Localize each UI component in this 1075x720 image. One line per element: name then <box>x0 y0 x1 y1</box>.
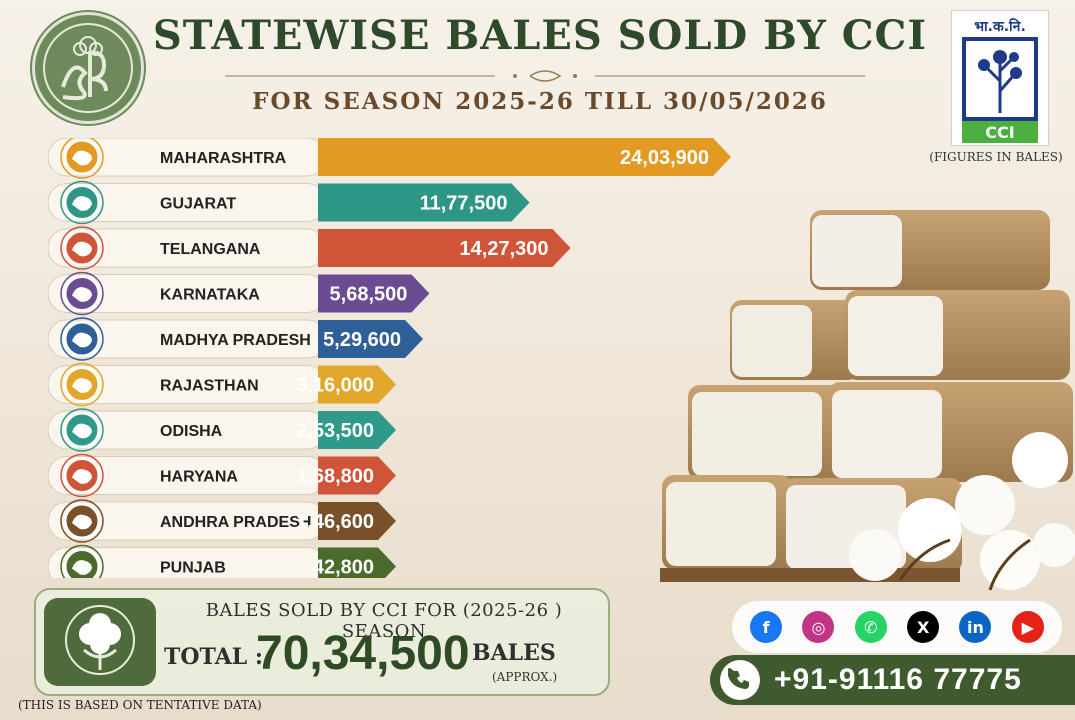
state-map-icon-ring <box>60 362 104 407</box>
data-label: 42,800 <box>313 557 374 579</box>
total-value: 70,34,500 <box>256 627 470 680</box>
category-label: KARNATAKA <box>160 287 260 304</box>
data-label: 1,46,600 <box>296 511 374 533</box>
category-label: MAHARASHTRA <box>160 150 287 167</box>
cotton-boll-icon <box>44 598 156 686</box>
page-title: STATEWISE BALES SOLD BY CCI <box>152 12 928 59</box>
state-map-shape <box>72 196 92 211</box>
state-map-shape <box>72 469 92 484</box>
category-label: ODISHA <box>160 423 223 440</box>
category-label: PUNJAB <box>160 560 226 577</box>
x-icon[interactable]: X <box>907 611 940 643</box>
category-label: ANDHRA PRADESH <box>160 514 311 531</box>
bar <box>318 183 530 222</box>
bar <box>318 320 424 358</box>
state-map-shape <box>72 423 92 439</box>
category-label: RAJASTHAN <box>160 378 259 395</box>
cotton-bales-illustration <box>660 210 1075 591</box>
cci-logo-text: CCI <box>985 123 1014 142</box>
instagram-icon[interactable]: ◎ <box>802 611 835 643</box>
state-map-icon-ring <box>60 138 104 179</box>
bar <box>318 502 396 540</box>
state-map-shape <box>72 241 92 257</box>
state-map-icon-ring <box>60 271 104 316</box>
bar <box>318 411 396 449</box>
total-panel: BALES SOLD BY CCI FOR (2025-26 ) SEASON … <box>34 588 610 696</box>
data-label: 3,16,000 <box>296 375 374 397</box>
state-map-icon-ring <box>60 317 104 361</box>
footnote: (THIS IS BASED ON TENTATIVE DATA) <box>18 698 262 712</box>
data-label: 5,29,600 <box>323 329 401 351</box>
bar <box>318 229 571 267</box>
state-map-icon-ring <box>60 499 104 543</box>
category-label: MADHYA PRADESH <box>160 332 311 349</box>
data-label: 14,27,300 <box>460 238 549 260</box>
state-map-icon-ring <box>60 453 104 498</box>
total-description: BALES SOLD BY CCI FOR (2025-26 ) SEASON <box>205 600 563 642</box>
youtube-icon[interactable]: ▶ <box>1011 611 1044 643</box>
category-label: GUJARAT <box>160 196 236 213</box>
data-label: 2,53,500 <box>296 420 374 442</box>
data-label: 1,68,800 <box>296 466 374 488</box>
state-map-shape <box>72 514 92 530</box>
data-label: 24,03,900 <box>620 147 709 169</box>
total-unit: BALES <box>472 640 556 666</box>
title-ornament <box>225 70 865 82</box>
facebook-icon[interactable]: f <box>750 611 783 643</box>
units-note: (FIGURES IN BALES) <box>929 150 1063 164</box>
bar <box>318 456 396 495</box>
state-map-icon-ring <box>60 544 104 578</box>
category-label: HARYANA <box>160 469 238 486</box>
whatsapp-icon[interactable]: ✆ <box>854 611 887 643</box>
page-subtitle: FOR SEASON 2025-26 TILL 30/05/2026 <box>252 88 828 115</box>
state-map-icon-ring <box>60 408 104 452</box>
data-label: 5,68,500 <box>330 284 408 306</box>
bar-chart: MAHARASHTRA 24,03,900 GUJARAT 11,77,500 TELA… <box>48 138 731 579</box>
state-map-shape <box>72 332 92 348</box>
data-label: 11,77,500 <box>420 193 508 215</box>
state-map-shape <box>72 287 92 302</box>
total-approx-note: (APPROX.) <box>492 670 558 684</box>
state-map-shape <box>72 150 92 166</box>
bar <box>318 138 731 176</box>
total-label: TOTAL : <box>164 644 264 670</box>
contact-phone[interactable]: +91-91116 77775 <box>710 655 1075 705</box>
phone-number: +91-91116 77775 <box>774 663 1022 696</box>
bar <box>318 547 396 578</box>
bar <box>318 365 396 404</box>
state-map-shape <box>72 378 92 393</box>
state-map-shape <box>72 560 92 575</box>
bar <box>318 274 430 313</box>
linkedin-icon[interactable]: in <box>959 611 992 643</box>
cci-logo-hindi-text: भा.क.नि. <box>974 18 1026 35</box>
state-map-icon-ring <box>60 180 104 225</box>
category-label: TELANGANA <box>160 241 261 258</box>
phone-icon <box>720 660 760 700</box>
social-links: f ◎ ✆ X in ▶ <box>732 601 1062 653</box>
state-map-icon-ring <box>60 226 104 270</box>
brand-logo <box>32 12 144 124</box>
cci-logo: भा.क.नि. CCI <box>951 10 1049 146</box>
